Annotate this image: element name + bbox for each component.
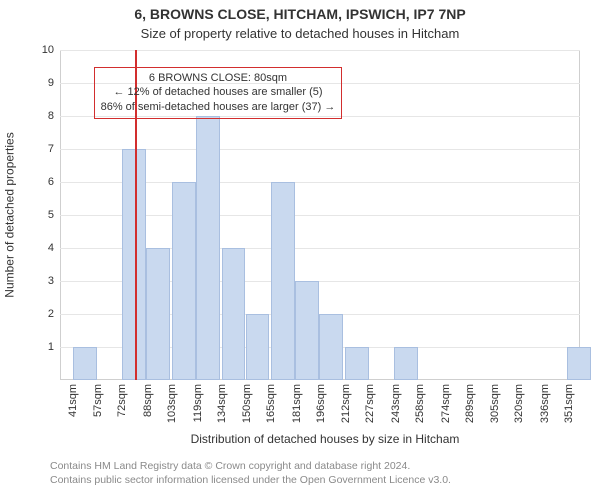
annotation-line: 86% of semi-detached houses are larger (… [101,100,336,115]
title-sub: Size of property relative to detached ho… [0,26,600,41]
bar [222,248,246,380]
x-tick-label: 165sqm [265,384,277,423]
bar [295,281,319,380]
title-main: 6, BROWNS CLOSE, HITCHAM, IPSWICH, IP7 7… [0,6,600,22]
x-tick-label: 119sqm [192,384,204,422]
x-tick-label: 196sqm [315,384,327,423]
x-tick-label: 150sqm [241,384,253,423]
x-axis-label: Distribution of detached houses by size … [60,432,590,446]
x-tick-label: 227sqm [364,384,376,423]
y-tick-label: 3 [48,275,54,287]
bar [345,347,369,380]
x-tick-label: 103sqm [166,384,178,423]
bar [73,347,97,380]
bar [319,314,343,380]
x-tick-label: 289sqm [464,384,476,423]
x-tick-label: 274sqm [440,384,452,423]
footer-line-1: Contains HM Land Registry data © Crown c… [50,460,410,472]
plot-area: 1234567891041sqm57sqm72sqm88sqm103sqm119… [60,50,580,380]
x-tick-label: 134sqm [216,384,228,423]
bar [271,182,295,380]
y-tick-label: 6 [48,176,54,188]
y-tick-label: 2 [48,308,54,320]
x-tick-label: 88sqm [142,384,154,417]
footer-line-2: Contains public sector information licen… [50,474,451,486]
bar [172,182,196,380]
x-tick-label: 320sqm [513,384,525,423]
y-tick-label: 1 [48,341,54,353]
y-tick-label: 10 [42,44,54,56]
chart-container: 6, BROWNS CLOSE, HITCHAM, IPSWICH, IP7 7… [0,0,600,500]
bar [196,116,220,380]
x-tick-label: 212sqm [340,384,352,423]
gridline-h [60,50,580,51]
x-tick-label: 72sqm [116,384,128,417]
y-tick-label: 5 [48,209,54,221]
y-tick-label: 7 [48,143,54,155]
y-tick-label: 8 [48,110,54,122]
y-axis-label: Number of detached properties [0,50,20,380]
x-tick-label: 351sqm [563,384,575,423]
x-tick-label: 41sqm [67,384,79,417]
x-tick-label: 336sqm [539,384,551,423]
x-tick-label: 243sqm [390,384,402,423]
x-tick-label: 181sqm [291,384,303,423]
x-tick-label: 258sqm [414,384,426,423]
annotation-line: 6 BROWNS CLOSE: 80sqm [101,71,336,86]
y-tick-label: 9 [48,77,54,89]
bar [146,248,170,380]
bar [246,314,270,380]
bar [567,347,591,380]
y-tick-label: 4 [48,242,54,254]
bar [394,347,418,380]
y-axis-label-text: Number of detached properties [3,132,17,297]
annotation-line: ← 12% of detached houses are smaller (5) [101,85,336,100]
annotation-box: 6 BROWNS CLOSE: 80sqm← 12% of detached h… [94,67,343,120]
x-tick-label: 305sqm [489,384,501,423]
x-tick-label: 57sqm [92,384,104,417]
